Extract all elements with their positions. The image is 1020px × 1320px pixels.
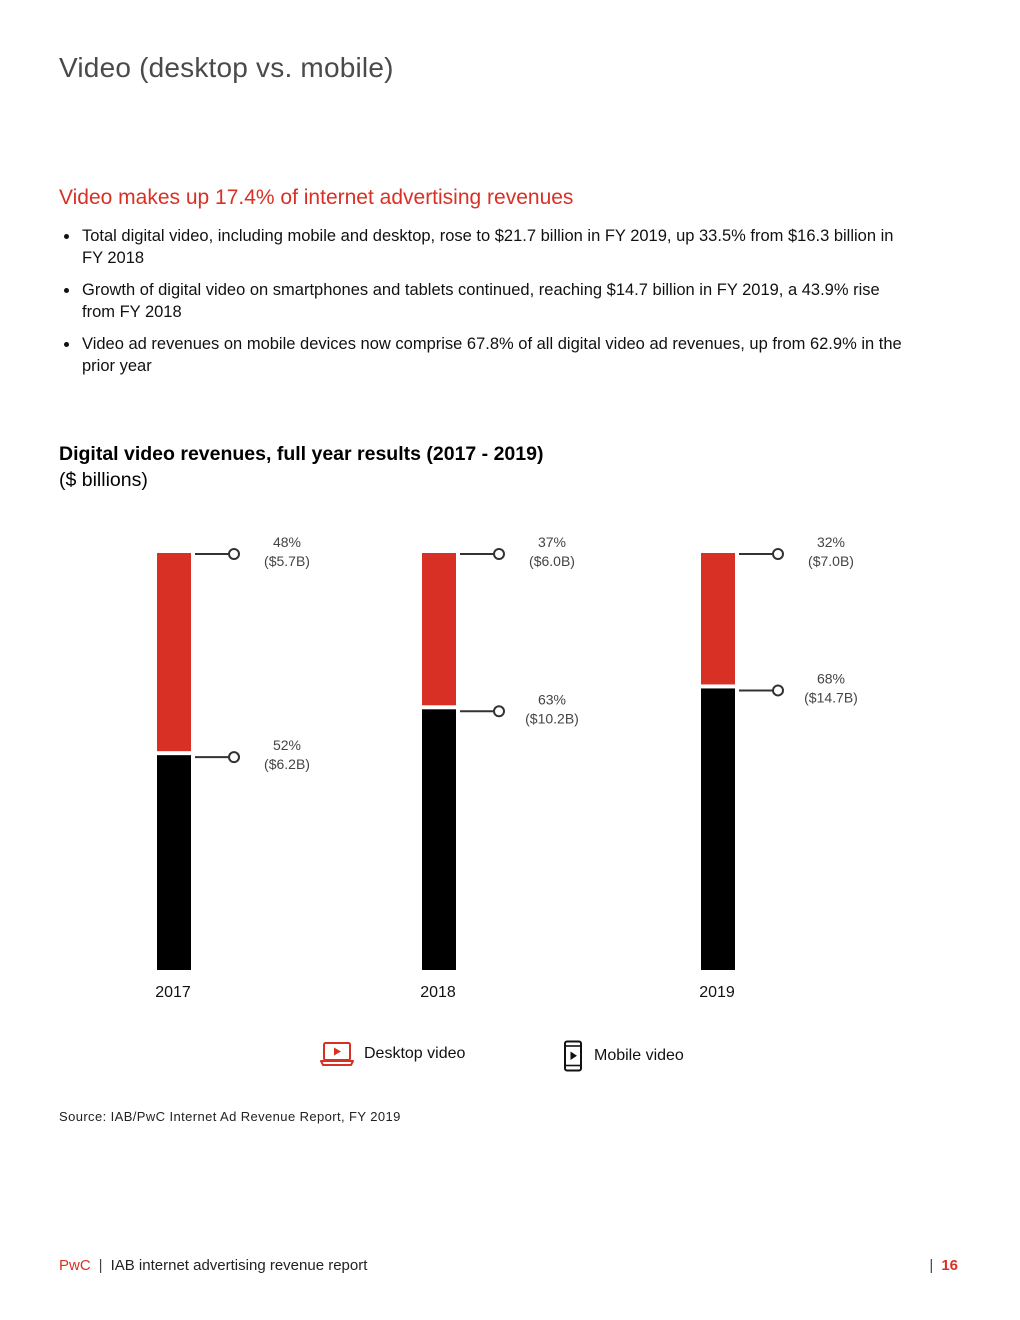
stacked-bar-chart: 48% ($5.7B) 52% ($6.2B) 2017 37% ($6.0B) 63% ($1… [155,534,858,1001]
footer-brand: PwC [59,1257,91,1274]
callout-desktop-2019-marker [772,548,784,560]
smartphone-play-icon [564,1040,582,1072]
bar-mobile-2017 [157,755,191,970]
callout-mobile-2017-label: ($6.2B) [264,756,310,772]
page-number: 16 [941,1257,958,1274]
callout-mobile-2018-label: ($10.2B) [525,710,579,726]
footer-report-title: IAB internet advertising revenue report [110,1257,368,1274]
bar-desktop-2018 [422,553,456,706]
section-headline: Video makes up 17.4% of internet adverti… [59,186,574,209]
chart-legend: Desktop video Mobile video [320,1040,740,1072]
callout-desktop-2017-marker [228,548,240,560]
callout-desktop-2018-marker [493,548,505,560]
bar-desktop-2019 [701,553,735,685]
callout-desktop-2017-label: 48% [273,534,301,550]
legend-item-mobile: Mobile video [562,1040,684,1072]
callout-desktop-2017-label: ($5.7B) [264,553,310,569]
callout-mobile-2019-label: ($14.7B) [804,689,858,705]
laptop-play-icon [320,1042,354,1066]
page-title: Video (desktop vs. mobile) [59,52,394,83]
callout-mobile-2017-label: 52% [273,737,301,753]
callout-desktop-2018-label: 37% [538,534,566,550]
x-tick-label: 2017 [155,984,191,1001]
callout-mobile-2019-label: 68% [817,670,845,686]
bullet-list: Total digital video, including mobile an… [59,225,909,387]
callout-mobile-2017-marker [228,751,240,764]
chart-title: Digital video revenues, full year result… [59,443,544,465]
bullet-item: Total digital video, including mobile an… [59,225,909,269]
bar-mobile-2018 [422,709,456,970]
callout-desktop-2018-label: ($6.0B) [529,553,575,569]
chart-subtitle: ($ billions) [59,469,148,491]
bar-mobile-2019 [701,688,735,970]
callout-desktop-2019-label: ($7.0B) [808,553,854,569]
bar-desktop-2017 [157,553,191,752]
footer-separator: | [98,1257,103,1274]
callout-mobile-2019-marker [772,684,784,697]
x-tick-label: 2018 [420,984,456,1001]
bullet-item: Video ad revenues on mobile devices now … [59,333,909,377]
legend-item-desktop: Desktop video [320,1040,465,1068]
legend-label-mobile: Mobile video [594,1047,684,1064]
callout-mobile-2018-marker [493,705,505,718]
bullet-item: Growth of digital video on smartphones a… [59,279,909,323]
x-tick-label: 2019 [699,984,735,1001]
legend-label-desktop: Desktop video [364,1045,466,1062]
page-number-separator: | [929,1257,934,1274]
callout-mobile-2018-label: 63% [538,691,566,707]
page-number-block: | 16 [929,1257,958,1274]
callout-desktop-2019-label: 32% [817,534,845,550]
source-note: Source: IAB/PwC Internet Ad Revenue Repo… [59,1109,401,1124]
page-footer: PwC | IAB internet advertising revenue rep… [59,1257,367,1274]
